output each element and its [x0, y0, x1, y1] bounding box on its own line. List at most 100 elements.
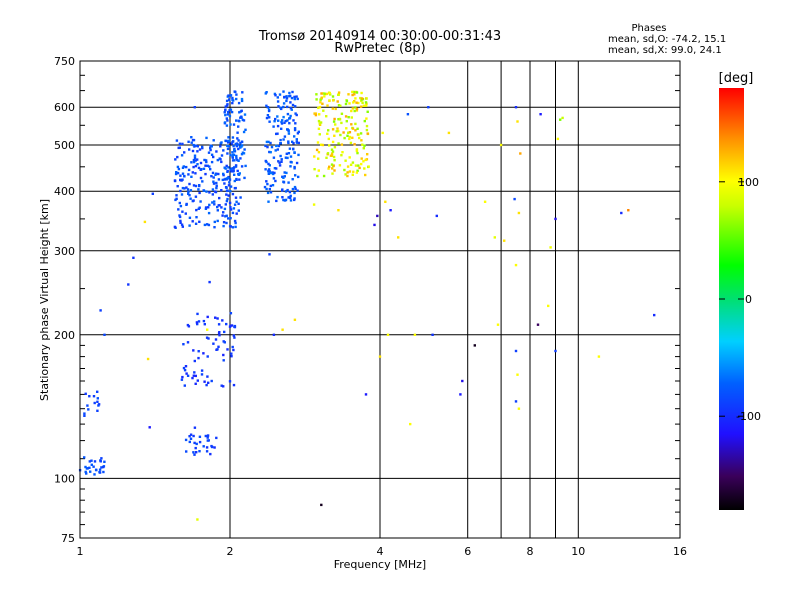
data-point: [282, 198, 285, 202]
data-point: [330, 163, 334, 166]
data-point: [346, 171, 349, 174]
data-point: [205, 383, 208, 387]
data-point: [214, 316, 217, 319]
data-point: [364, 158, 367, 162]
data-point: [196, 158, 199, 161]
data-point: [343, 136, 346, 140]
data-point: [283, 95, 286, 99]
data-point: [336, 100, 339, 103]
data-point: [331, 95, 335, 98]
data-point: [364, 101, 368, 104]
data-point: [332, 164, 335, 167]
data-point: [293, 198, 296, 202]
data-point: [366, 153, 369, 156]
data-point: [217, 345, 220, 348]
data-point: [213, 190, 217, 193]
data-point: [176, 165, 180, 169]
data-point: [92, 395, 96, 398]
data-point: [100, 466, 103, 469]
data-point: [200, 369, 204, 372]
data-point: [513, 197, 516, 201]
data-point: [143, 220, 147, 224]
data-point: [280, 127, 283, 130]
data-point: [268, 120, 271, 123]
data-point: [289, 199, 293, 202]
data-point: [280, 120, 283, 124]
data-point: [277, 105, 280, 108]
data-point: [188, 440, 191, 444]
data-point: [627, 209, 630, 212]
data-point: [296, 132, 300, 135]
data-point: [192, 158, 196, 162]
data-point: [231, 151, 234, 154]
data-point: [232, 207, 236, 210]
data-point: [225, 99, 229, 103]
data-point: [225, 139, 228, 143]
data-point: [193, 106, 196, 109]
data-point: [285, 97, 289, 100]
data-point: [223, 178, 226, 181]
data-point: [362, 147, 365, 150]
data-point: [328, 165, 331, 168]
data-point: [238, 111, 241, 114]
x-tick-label: 4: [377, 545, 384, 558]
data-point: [356, 151, 359, 155]
data-point: [240, 115, 243, 118]
data-point: [272, 333, 276, 336]
data-point: [193, 154, 197, 157]
data-point: [378, 355, 382, 358]
data-point: [459, 393, 462, 396]
data-point: [276, 100, 280, 103]
data-point: [330, 152, 334, 155]
data-point: [215, 150, 218, 153]
data-point: [326, 132, 329, 135]
data-point: [232, 169, 235, 173]
data-point: [227, 136, 230, 139]
data-point: [237, 159, 240, 162]
data-point: [174, 172, 178, 176]
data-point: [229, 190, 232, 193]
data-point: [292, 119, 295, 122]
data-point: [332, 155, 336, 159]
y-tick-label: 100: [54, 472, 75, 485]
data-point: [218, 196, 221, 200]
data-point: [176, 155, 179, 159]
chart-subtitle: RwPretec (8p): [334, 41, 425, 56]
data-point: [225, 164, 228, 168]
data-point: [226, 147, 230, 151]
data-point: [330, 148, 334, 151]
data-point: [189, 189, 193, 192]
data-point: [366, 132, 369, 135]
data-point: [199, 161, 203, 165]
data-point: [288, 122, 291, 125]
data-point: [264, 92, 267, 95]
data-point: [293, 197, 296, 200]
data-point: [218, 331, 221, 334]
data-point: [226, 144, 229, 148]
data-point: [293, 97, 296, 101]
data-point: [200, 168, 203, 171]
data-point: [223, 330, 226, 334]
data-point: [224, 215, 227, 218]
data-point: [313, 112, 316, 115]
data-point: [192, 184, 196, 187]
data-point: [281, 328, 284, 331]
data-point: [219, 145, 222, 148]
data-point: [213, 200, 216, 203]
data-point: [191, 149, 195, 153]
data-point: [234, 196, 238, 199]
data-point: [211, 171, 215, 175]
data-point: [225, 221, 228, 225]
data-point: [347, 116, 350, 119]
data-point: [173, 179, 177, 183]
data-point: [234, 225, 237, 229]
data-point: [344, 173, 347, 176]
data-point: [273, 120, 276, 123]
data-point: [291, 187, 295, 191]
data-point: [277, 160, 280, 163]
data-point: [297, 175, 300, 179]
data-point: [338, 117, 342, 121]
data-point: [435, 214, 438, 218]
data-point: [202, 167, 206, 170]
data-point: [354, 122, 357, 126]
